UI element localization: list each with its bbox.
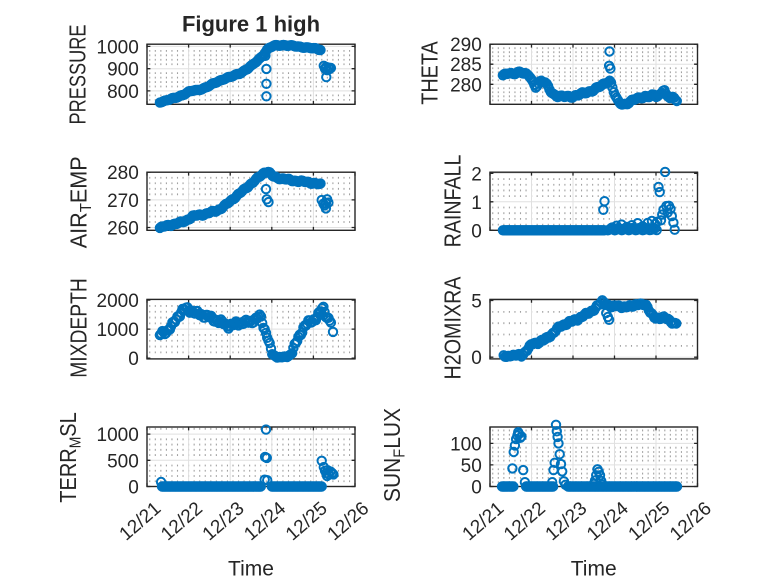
svg-text:1: 1 [471,193,482,214]
svg-text:500: 500 [107,451,139,472]
svg-text:TERRMSL: TERRMSL [55,412,85,502]
svg-text:0: 0 [471,221,482,242]
svg-text:800: 800 [107,82,139,103]
svg-text:RAINFALL: RAINFALL [440,155,466,248]
svg-text:Time: Time [228,558,274,581]
svg-text:2000: 2000 [97,291,139,312]
svg-text:1000: 1000 [97,37,139,58]
svg-text:50: 50 [461,456,482,477]
svg-text:0: 0 [128,478,139,499]
svg-text:280: 280 [450,75,482,96]
svg-text:MIXDEPTH: MIXDEPTH [67,278,92,378]
svg-text:0: 0 [471,348,482,369]
svg-text:270: 270 [107,191,139,212]
svg-text:280: 280 [107,163,139,184]
svg-text:1000: 1000 [97,425,139,446]
svg-text:285: 285 [450,55,482,76]
svg-text:AIRTEMP: AIRTEMP [66,156,95,248]
svg-text:260: 260 [107,219,139,240]
svg-text:100: 100 [450,434,482,455]
svg-text:Time: Time [571,558,617,581]
svg-text:2: 2 [471,164,482,185]
svg-text:0: 0 [471,478,482,499]
svg-text:290: 290 [450,35,482,56]
svg-text:Figure 1 high: Figure 1 high [182,12,320,37]
svg-text:H2OMIXRA: H2OMIXRA [440,276,466,380]
svg-text:SUNFLUX: SUNFLUX [379,408,409,502]
svg-text:900: 900 [107,60,139,81]
svg-text:1000: 1000 [97,320,139,341]
svg-text:THETA: THETA [417,41,443,105]
svg-text:5: 5 [471,292,482,313]
svg-text:PRESSURE: PRESSURE [66,25,92,125]
svg-text:0: 0 [128,349,139,370]
